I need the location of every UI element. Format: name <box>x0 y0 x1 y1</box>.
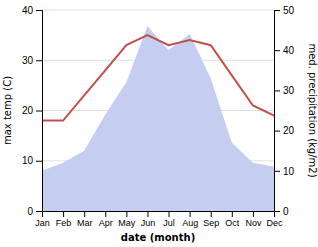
tick-label: Jun <box>141 218 156 228</box>
tick-mark <box>36 10 42 11</box>
tick-label: 0 <box>27 206 33 217</box>
tick: Feb <box>56 211 72 228</box>
tick-label: Apr <box>99 218 113 228</box>
tick-mark <box>169 211 170 217</box>
tick-label: 40 <box>283 45 295 56</box>
tick-mark <box>126 211 127 217</box>
grid-line <box>42 10 274 11</box>
tick: Aug <box>182 211 198 228</box>
x-axis: Jan Feb Mar Apr May Jun Jul Aug Sep Oct Nov Dec <box>35 211 283 228</box>
tick-label: Aug <box>182 218 198 228</box>
tick-label: 50 <box>283 5 295 16</box>
tick: Jul <box>163 211 175 228</box>
axis-line <box>275 11 281 212</box>
tick: 20 <box>274 125 295 136</box>
tick: 50 <box>274 5 295 16</box>
tick: Mar <box>77 211 93 228</box>
tick-label: Sep <box>203 218 219 228</box>
tick-label: Mar <box>77 218 93 228</box>
tick-mark <box>253 211 254 217</box>
x-axis-title: date (month) <box>121 232 195 243</box>
tick: Jan <box>35 211 50 228</box>
tick-mark <box>274 10 280 11</box>
y2-axis-title: med. precipitation (kg/m2) <box>307 43 318 177</box>
tick-label: Jul <box>163 218 175 228</box>
tick: Sep <box>203 211 219 228</box>
tick: Apr <box>99 211 113 228</box>
tick-label: 20 <box>283 125 295 136</box>
tick-label: Nov <box>245 218 262 228</box>
tick-mark <box>274 211 280 212</box>
tick-label: 10 <box>22 155 34 166</box>
tick: 20 <box>22 105 42 116</box>
tick-label: Feb <box>56 218 72 228</box>
tick-label: Dec <box>266 218 283 228</box>
y-axis-title: max temp (C) <box>2 76 13 145</box>
tick: 0 <box>274 206 289 217</box>
tick-label: 10 <box>283 166 295 177</box>
tick: 10 <box>274 166 295 177</box>
tick-mark <box>274 50 280 51</box>
tick: Oct <box>225 211 240 228</box>
tick-label: 30 <box>22 55 34 66</box>
tick-mark <box>147 211 148 217</box>
tick-label: Jan <box>35 218 50 228</box>
tick-mark <box>274 131 280 132</box>
tick: Dec <box>266 211 283 228</box>
tick: Jun <box>141 211 156 228</box>
tick-label: 20 <box>22 105 34 116</box>
tick-label: 0 <box>283 206 289 217</box>
tick: Nov <box>245 211 262 228</box>
tick-mark <box>36 211 42 212</box>
tick-label: 40 <box>22 5 34 16</box>
marks <box>42 26 274 211</box>
y-axis: 0 10 20 30 40 <box>22 5 43 217</box>
tick: 30 <box>22 55 42 66</box>
tick-mark <box>274 90 280 91</box>
tick-mark <box>211 211 212 217</box>
tick: 10 <box>22 155 42 166</box>
tick-label: Oct <box>225 218 240 228</box>
tick: 30 <box>274 85 295 96</box>
tick: 0 <box>27 206 42 217</box>
tick-mark <box>105 211 106 217</box>
area <box>42 26 274 211</box>
tick-label: May <box>118 218 136 228</box>
plot: JanFebMarAprMayJunJulAugSepOctNovDec0102… <box>22 5 295 229</box>
y2-axis: 0 10 20 30 40 50 <box>274 5 295 217</box>
tick-mark <box>36 111 42 112</box>
tick: 40 <box>22 5 42 16</box>
grid <box>42 10 274 211</box>
line <box>42 35 274 120</box>
tick-mark <box>274 171 280 172</box>
chart: JanFebMarAprMayJunJulAugSepOctNovDec0102… <box>0 0 318 247</box>
tick-mark <box>190 211 191 217</box>
tick-mark <box>63 211 64 217</box>
axis-line <box>36 11 43 212</box>
tick-mark <box>84 211 85 217</box>
tick-label: 30 <box>283 85 295 96</box>
tick-mark <box>232 211 233 217</box>
axis-line <box>43 212 275 218</box>
tick-mark <box>36 60 42 61</box>
tick-mark <box>36 161 42 162</box>
tick: 40 <box>274 45 295 56</box>
tick: May <box>118 211 136 228</box>
